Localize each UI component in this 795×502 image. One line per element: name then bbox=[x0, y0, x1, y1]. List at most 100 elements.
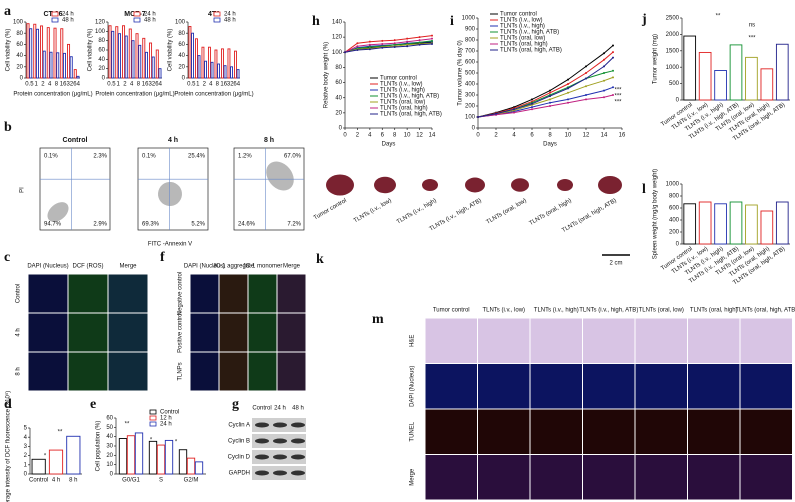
label: Tumor control bbox=[500, 12, 537, 18]
label: TUNEL bbox=[410, 421, 416, 441]
point bbox=[603, 58, 605, 61]
point bbox=[431, 37, 433, 40]
label: Merge bbox=[283, 264, 301, 270]
label: TLNTs (oral, low) bbox=[500, 36, 545, 42]
bar bbox=[128, 28, 132, 79]
micrograph bbox=[219, 313, 248, 352]
label: 100 bbox=[13, 20, 24, 26]
label: 48 h bbox=[292, 406, 304, 412]
label: g bbox=[232, 397, 239, 412]
tumor bbox=[326, 174, 354, 196]
label: 12 bbox=[583, 133, 590, 139]
flow-cloud bbox=[47, 202, 69, 222]
point bbox=[356, 45, 359, 48]
bar bbox=[201, 46, 205, 79]
band bbox=[291, 454, 305, 460]
label: d bbox=[4, 397, 12, 412]
micrograph bbox=[688, 455, 740, 500]
bar bbox=[126, 435, 136, 475]
band bbox=[291, 422, 305, 428]
bar bbox=[62, 52, 66, 79]
label: 60 bbox=[335, 80, 342, 86]
label: Cell population (%) bbox=[96, 421, 102, 472]
point bbox=[393, 45, 396, 48]
label: 2.9% bbox=[93, 222, 107, 228]
bar bbox=[194, 38, 198, 79]
label: Cyclin D bbox=[228, 455, 251, 461]
tumor bbox=[374, 176, 396, 194]
bar bbox=[111, 30, 115, 79]
bar bbox=[40, 25, 44, 79]
micrograph bbox=[478, 409, 530, 454]
micrograph bbox=[28, 274, 68, 313]
label: 6 bbox=[381, 133, 385, 139]
label: TLNTs (oral, high) bbox=[380, 106, 428, 112]
legend-swatch bbox=[149, 421, 157, 427]
label: 0 bbox=[676, 98, 680, 104]
label: Control bbox=[63, 137, 88, 144]
bar bbox=[775, 201, 789, 245]
label: 2 bbox=[41, 82, 45, 88]
bar bbox=[149, 42, 153, 79]
tumor bbox=[557, 179, 573, 191]
label: 900 bbox=[465, 27, 476, 33]
label: 30 bbox=[106, 444, 113, 450]
bar bbox=[66, 435, 81, 475]
label: 1500 bbox=[666, 48, 680, 54]
series-line bbox=[477, 70, 614, 118]
bar bbox=[214, 49, 218, 79]
label: *** bbox=[614, 94, 622, 100]
label: 100 bbox=[465, 115, 476, 121]
label: TLNTs (i.v., low) bbox=[380, 82, 423, 88]
label: 1 bbox=[116, 82, 120, 88]
label: m bbox=[372, 312, 384, 327]
bar bbox=[73, 69, 77, 79]
bar bbox=[729, 201, 743, 245]
label: 8 bbox=[548, 133, 552, 139]
band bbox=[255, 438, 269, 444]
label: Cell viability (%) bbox=[168, 29, 174, 72]
label: ** bbox=[125, 422, 130, 428]
bar bbox=[164, 439, 174, 475]
label: TLNTs (oral, low) bbox=[380, 100, 425, 106]
bar bbox=[117, 33, 121, 79]
label: DAPI (Nucleus) bbox=[27, 264, 68, 270]
bar bbox=[60, 28, 64, 79]
bar bbox=[69, 56, 73, 79]
label: a bbox=[4, 4, 11, 19]
label: G0/G1 bbox=[122, 478, 140, 484]
label: 32 bbox=[149, 82, 156, 88]
bar bbox=[194, 461, 204, 475]
label: ** bbox=[58, 430, 63, 436]
label: TLNTs (i.v., low) bbox=[482, 308, 525, 314]
bar bbox=[115, 26, 119, 79]
micrograph bbox=[635, 318, 687, 363]
label: 20 bbox=[178, 64, 185, 70]
label: 500 bbox=[465, 71, 476, 77]
label: JC-1 aggregate bbox=[213, 264, 255, 270]
label: 100 bbox=[95, 29, 106, 35]
label: 4 bbox=[512, 133, 516, 139]
label: TLNTs (oral, low) bbox=[639, 308, 684, 314]
label: Protein concentration (μg/mL) bbox=[174, 92, 253, 98]
label: TLNTs (oral, high) bbox=[690, 308, 738, 314]
label: 10 bbox=[106, 462, 113, 468]
legend-swatch bbox=[51, 17, 59, 23]
tumor bbox=[422, 179, 438, 191]
label: TLNTs (i.v., high, ATB) bbox=[579, 308, 638, 314]
label: Merge bbox=[410, 468, 416, 486]
label: 120 bbox=[95, 20, 106, 26]
label: 20 bbox=[16, 64, 23, 70]
point bbox=[567, 101, 569, 104]
micrograph bbox=[583, 364, 635, 409]
label: 400 bbox=[669, 218, 680, 224]
label: TLNTs (i.v., low) bbox=[500, 18, 543, 24]
label: f bbox=[160, 250, 165, 265]
label: 4 h bbox=[52, 478, 60, 484]
label: 0 bbox=[24, 472, 28, 478]
bar bbox=[188, 26, 192, 79]
label: 4 bbox=[368, 133, 372, 139]
bar bbox=[135, 33, 139, 79]
label: 2 bbox=[123, 82, 127, 88]
label: 2500 bbox=[666, 16, 680, 22]
